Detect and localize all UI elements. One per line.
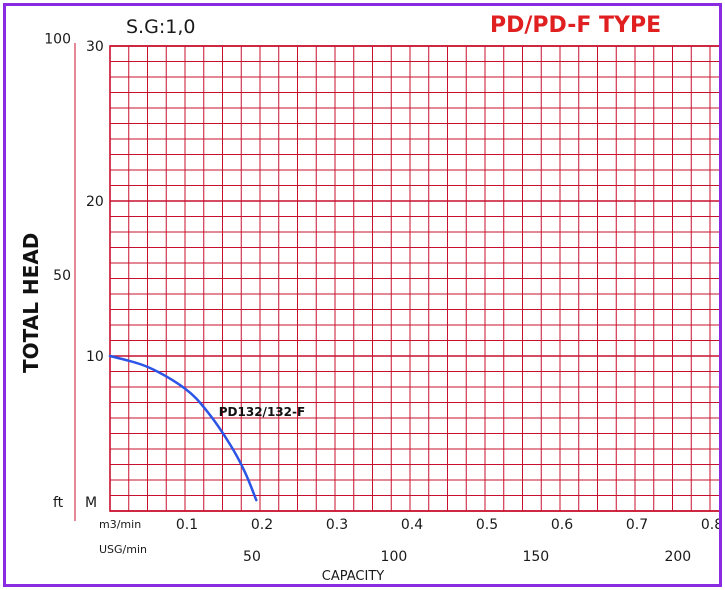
usgmin-unit-label: USG/min bbox=[99, 543, 147, 556]
m3min-tick-label: 0.1 bbox=[176, 517, 198, 533]
ft-tick-labels: 50 100 bbox=[44, 32, 71, 284]
x-axis-label: CAPACITY bbox=[322, 569, 384, 584]
m3min-unit-label: m3/min bbox=[99, 518, 141, 531]
chart-frame: S.G:1,0 PD/PD-F TYPE TOTAL HEAD CAPACITY… bbox=[3, 3, 722, 587]
m3min-tick-labels: 0.1 0.2 0.3 0.4 0.5 0.6 0.7 0.8 bbox=[176, 517, 719, 533]
m-tick-label: 30 bbox=[86, 39, 104, 55]
grid bbox=[109, 45, 719, 512]
usg-tick-label: 150 bbox=[522, 549, 549, 565]
m3min-tick-label: 0.5 bbox=[476, 517, 498, 533]
pump-curves: PD132/132-F bbox=[108, 354, 305, 502]
m-tick-label: 10 bbox=[86, 349, 104, 365]
usg-tick-label: 100 bbox=[381, 549, 408, 565]
usg-tick-label: 200 bbox=[664, 549, 691, 565]
usg-tick-label: 50 bbox=[243, 549, 261, 565]
m3min-tick-label: 0.3 bbox=[326, 517, 348, 533]
pump-curve-label: PD132/132-F bbox=[219, 405, 305, 419]
ft-tick-label: 100 bbox=[44, 32, 71, 48]
ft-unit-label: ft bbox=[53, 495, 64, 511]
ft-tick-label: 50 bbox=[53, 268, 71, 284]
usg-tick-labels: 50 100 150 200 bbox=[243, 549, 691, 565]
m3min-tick-label: 0.4 bbox=[401, 517, 423, 533]
pump-curve-chart: S.G:1,0 PD/PD-F TYPE TOTAL HEAD CAPACITY… bbox=[19, 13, 719, 584]
m3min-tick-label: 0.2 bbox=[251, 517, 273, 533]
m-tick-label: 20 bbox=[86, 194, 104, 210]
m3min-tick-label: 0.7 bbox=[626, 517, 648, 533]
type-title: PD/PD-F TYPE bbox=[490, 13, 661, 38]
m-tick-labels: 10 20 30 bbox=[86, 39, 104, 365]
pump-curve-line bbox=[108, 354, 258, 502]
m-unit-label: M bbox=[85, 495, 97, 511]
y-axis-label: TOTAL HEAD bbox=[19, 233, 43, 373]
m3min-tick-label: 0.6 bbox=[551, 517, 573, 533]
specific-gravity-label: S.G:1,0 bbox=[126, 16, 195, 38]
m3min-tick-label: 0.8 bbox=[701, 517, 719, 533]
